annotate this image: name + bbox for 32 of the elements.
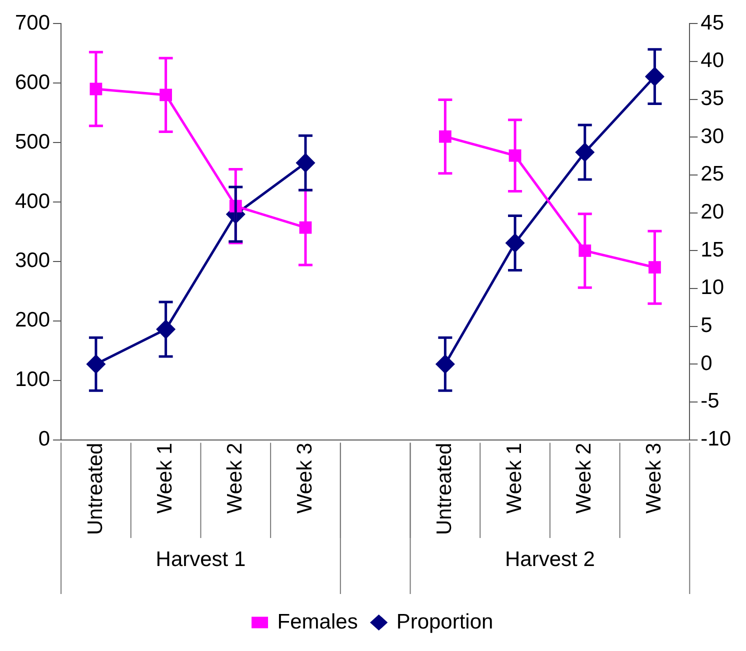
x-tick-label: Week 1: [154, 442, 177, 514]
x-tick-label: Untreated: [432, 442, 456, 536]
y-tick-label: 200: [14, 308, 50, 332]
y-tick-label: 700: [14, 11, 50, 34]
y2-tick-label: 20: [700, 200, 724, 224]
y2-tick-label: 30: [700, 124, 724, 148]
y2-tick-label: 45: [700, 11, 724, 34]
y-tick-label: 400: [14, 190, 50, 213]
y-tick-label: 100: [14, 368, 50, 392]
y-tick-label: 0: [38, 428, 50, 451]
y2-tick-label: 15: [700, 238, 724, 262]
y2-tick-label: 0: [700, 352, 712, 375]
y2-tick-label: -5: [700, 390, 720, 413]
x-tick-label: Week 3: [642, 442, 666, 514]
x-tick-label: Untreated: [84, 442, 107, 536]
legend-label: Females: [277, 610, 358, 634]
x-tick-label: Week 2: [572, 442, 596, 514]
x-tick-label: Week 3: [293, 442, 316, 514]
y2-tick-label: 35: [700, 87, 724, 110]
y2-tick-label: -10: [700, 428, 732, 451]
y-tick-label: 600: [14, 70, 50, 94]
text: Harvest 2: [505, 548, 595, 571]
y2-tick-label: 5: [700, 314, 712, 338]
y-tick-label: 500: [14, 130, 50, 154]
y2-tick-label: 40: [700, 49, 724, 72]
y-tick-label: 300: [14, 249, 50, 272]
x-tick-label: Week 2: [223, 442, 246, 514]
y2-tick-label: 10: [700, 276, 724, 300]
text: Harvest 1: [156, 548, 246, 571]
x-tick-label: Week 1: [502, 442, 526, 514]
legend-label: Proportion: [396, 610, 494, 634]
y2-tick-label: 25: [700, 162, 724, 186]
